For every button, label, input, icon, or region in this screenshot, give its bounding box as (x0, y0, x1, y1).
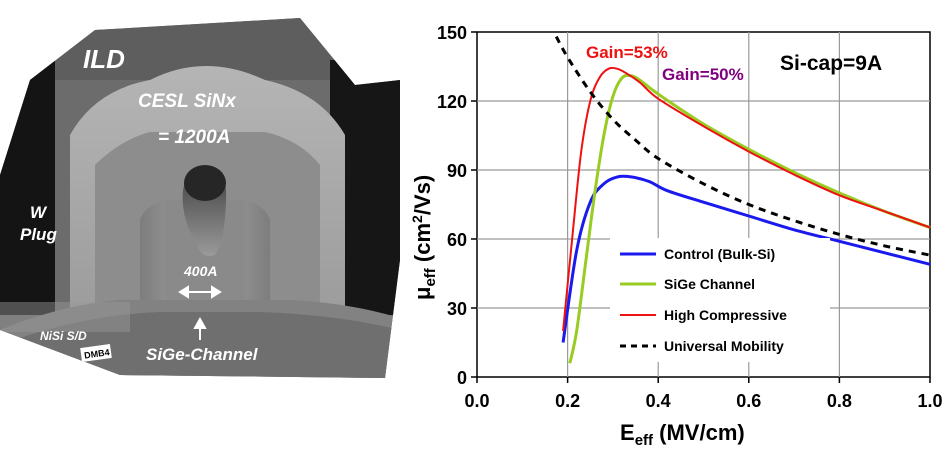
y-tick-label: 150 (437, 23, 467, 43)
x-axis-title: Eeff (MV/cm) (620, 420, 745, 449)
y-axis-title: μeff (cm2/Vs) (410, 175, 439, 300)
series-line-high-compressive (562, 66, 931, 332)
gain50-annotation: Gain=50% (662, 65, 744, 84)
ild-label: ILD (83, 44, 125, 74)
series-line-universal (554, 35, 931, 257)
w-plug-label-line1: W (30, 203, 48, 222)
y-tick-label: 90 (447, 161, 467, 181)
legend-label-sige: SiGe Channel (664, 276, 755, 292)
sige-channel-label: SiGe-Channel (146, 345, 259, 364)
y-tick-label: 60 (447, 230, 467, 250)
x-tick-label: 0.2 (555, 391, 580, 411)
gain53-annotation: Gain=53% (586, 43, 668, 62)
gate-width-arrow-icon (178, 285, 222, 299)
x-tick-label: 0.4 (646, 391, 671, 411)
cesl-label-line1: CESL SiNx (138, 91, 237, 112)
series-line-control (561, 174, 931, 343)
scale-tag: DMB4 (80, 343, 112, 363)
x-tick-label: 0.6 (736, 391, 761, 411)
x-tick-label: 0.8 (827, 391, 852, 411)
legend-label-high-compressive: High Compressive (664, 307, 787, 323)
chart-ticks: 0.0 0.2 0.4 0.6 0.8 1.0 0 30 60 90 120 150 (437, 23, 943, 411)
tem-cross-section-image: ILD CESL SiNx = 1200A W Plug 400A NiSi S… (0, 18, 400, 378)
w-plug-label-line2: Plug (20, 225, 57, 244)
channel-arrow-icon (193, 316, 207, 340)
y-tick-label: 0 (457, 368, 467, 388)
chart-legend: Control (Bulk-Si) SiGe Channel High Comp… (610, 238, 830, 362)
legend-label-universal: Universal Mobility (664, 338, 784, 354)
y-tick-label: 30 (447, 299, 467, 319)
cesl-label-line2: = 1200A (158, 127, 230, 148)
x-tick-label: 0.0 (464, 391, 489, 411)
gate-width-label: 400A (183, 263, 217, 279)
legend-label-control: Control (Bulk-Si) (664, 246, 775, 262)
mobility-chart: 0.0 0.2 0.4 0.6 0.8 1.0 0 30 60 90 120 150 Eeff (MV… (410, 23, 943, 449)
nisi-sd-label: NiSi S/D (40, 329, 87, 343)
scale-tag-text: DMB4 (84, 347, 111, 360)
chart-series (554, 35, 931, 364)
si-cap-annotation: Si-cap=9A (780, 52, 882, 75)
series-line-sige (568, 73, 931, 364)
y-tick-label: 120 (437, 92, 467, 112)
x-tick-label: 1.0 (917, 391, 942, 411)
